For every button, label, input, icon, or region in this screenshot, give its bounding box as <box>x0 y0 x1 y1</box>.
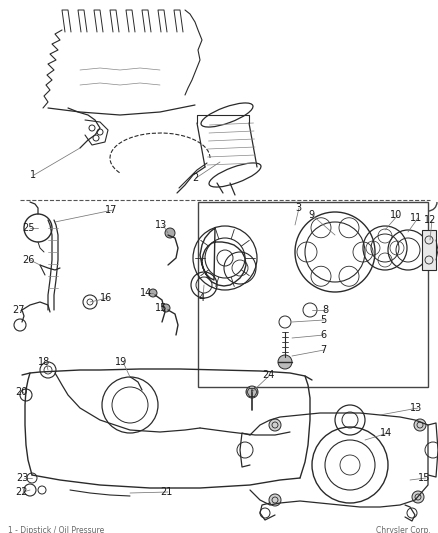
Text: 15: 15 <box>155 303 167 313</box>
Text: 25: 25 <box>22 223 35 233</box>
Text: 8: 8 <box>321 305 327 315</box>
Text: 26: 26 <box>22 255 34 265</box>
Text: 14: 14 <box>379 428 392 438</box>
Circle shape <box>245 386 258 398</box>
Text: 10: 10 <box>389 210 401 220</box>
Circle shape <box>277 355 291 369</box>
Text: 12: 12 <box>423 215 435 225</box>
Text: 19: 19 <box>115 357 127 367</box>
Text: 4: 4 <box>198 293 205 303</box>
Text: 11: 11 <box>409 213 421 223</box>
Text: 9: 9 <box>307 210 314 220</box>
Text: 14: 14 <box>140 288 152 298</box>
Text: 5: 5 <box>319 315 325 325</box>
Circle shape <box>268 494 280 506</box>
Text: 1: 1 <box>30 170 36 180</box>
Text: 20: 20 <box>15 387 27 397</box>
Bar <box>198 202 427 387</box>
Circle shape <box>413 419 425 431</box>
Text: 23: 23 <box>16 473 28 483</box>
Text: 3: 3 <box>294 203 300 213</box>
Text: 17: 17 <box>105 205 117 215</box>
Text: 2: 2 <box>191 173 198 183</box>
Circle shape <box>148 289 157 297</box>
Text: 24: 24 <box>261 370 274 380</box>
Text: 18: 18 <box>38 357 50 367</box>
Text: 16: 16 <box>100 293 112 303</box>
Circle shape <box>162 304 170 312</box>
Text: 27: 27 <box>12 305 25 315</box>
Circle shape <box>411 491 423 503</box>
Circle shape <box>268 419 280 431</box>
Text: 6: 6 <box>319 330 325 340</box>
Text: Chrysler Corp.: Chrysler Corp. <box>375 526 430 533</box>
Text: 7: 7 <box>319 345 325 355</box>
Text: 22: 22 <box>15 487 28 497</box>
Bar <box>421 230 435 270</box>
Text: 1 - Dipstick / Oil Pressure: 1 - Dipstick / Oil Pressure <box>8 526 104 533</box>
Text: 13: 13 <box>155 220 167 230</box>
Text: 15: 15 <box>417 473 429 483</box>
Circle shape <box>165 228 175 238</box>
Text: 21: 21 <box>159 487 172 497</box>
Text: 13: 13 <box>409 403 421 413</box>
